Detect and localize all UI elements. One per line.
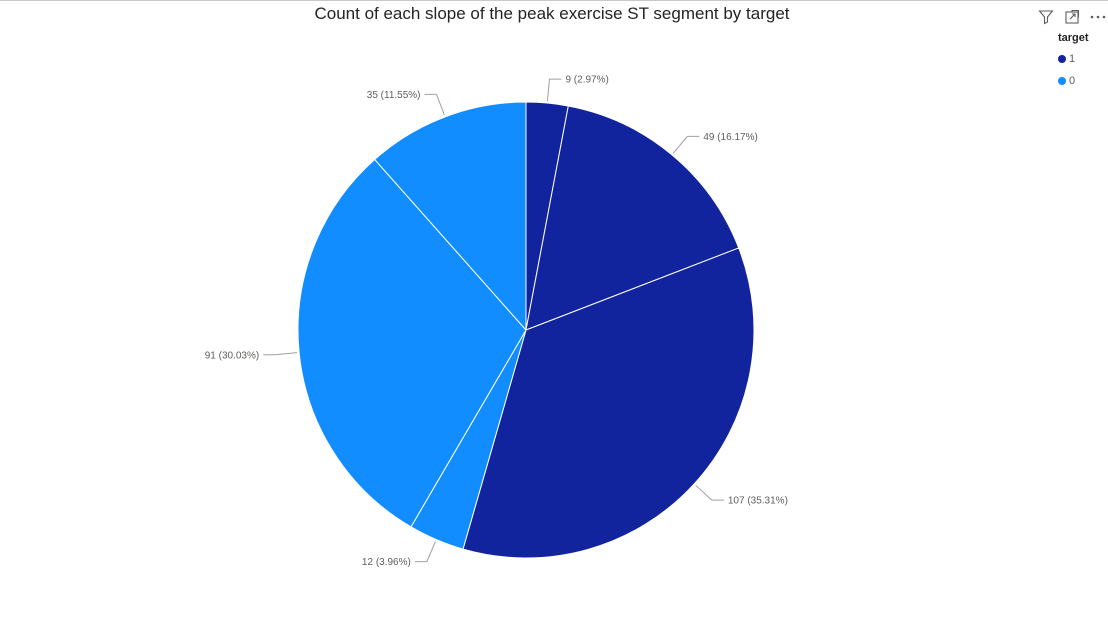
legend-item-1[interactable]: 1	[1058, 48, 1089, 70]
focus-mode-icon[interactable]	[1062, 8, 1082, 26]
legend: target 1 0	[1058, 32, 1089, 92]
data-label-2: 107 (35.31%)	[728, 496, 788, 507]
legend-title: target	[1058, 32, 1089, 44]
legend-label-1: 1	[1069, 53, 1076, 65]
more-options-icon[interactable]	[1088, 8, 1108, 26]
pie-slice-4[interactable]	[297, 158, 527, 528]
chart-title: Count of each slope of the peak exercise…	[314, 4, 790, 23]
leader-line-5	[424, 93, 445, 116]
visual-border	[0, 0, 1108, 4]
leader-line-0	[546, 78, 562, 102]
filter-icon[interactable]	[1036, 8, 1056, 26]
legend-marker-1	[1058, 55, 1066, 63]
data-label-5: 35 (11.55%)	[367, 90, 421, 101]
legend-marker-0	[1058, 77, 1066, 85]
legend-label-0: 0	[1069, 75, 1076, 87]
leader-line-3	[414, 541, 436, 563]
visual-header-toolbar	[1036, 7, 1108, 27]
data-label-4: 91 (30.03%)	[205, 350, 259, 361]
data-label-1: 49 (16.17%)	[703, 132, 757, 143]
pie-slice-1[interactable]	[525, 105, 740, 331]
leader-line-2	[695, 484, 724, 501]
data-label-0: 9 (2.97%)	[565, 75, 608, 86]
pie-slice-5[interactable]	[373, 101, 527, 332]
leader-line-4	[263, 352, 298, 356]
legend-item-0[interactable]: 0	[1058, 70, 1089, 92]
data-label-3: 12 (3.96%)	[362, 557, 411, 568]
leader-line-1	[672, 135, 700, 154]
pie-slice-2[interactable]	[462, 247, 755, 559]
